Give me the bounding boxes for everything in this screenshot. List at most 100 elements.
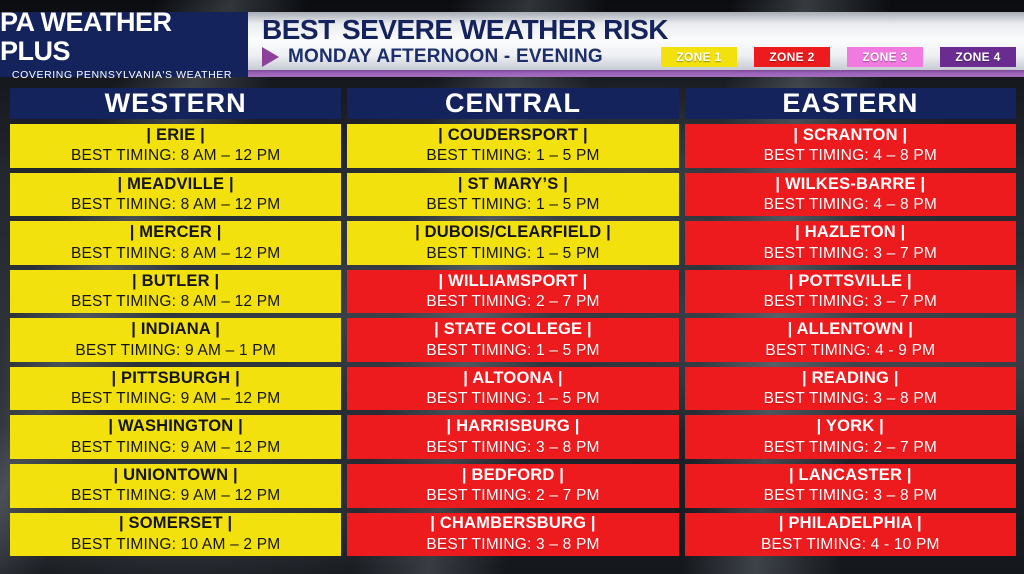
region-column: CENTRAL | COUDERSPORT | BEST TIMING: 1 –…: [347, 88, 679, 557]
timing-label: BEST TIMING: 8 AM – 12 PM: [70, 244, 281, 262]
header-subtitle: MONDAY AFTERNOON - EVENING: [288, 46, 603, 68]
city-label: | INDIANA |: [131, 320, 221, 339]
risk-row: | ST MARY’S | BEST TIMING: 1 – 5 PM: [347, 172, 679, 217]
timing-label: BEST TIMING: 1 – 5 PM: [426, 244, 600, 262]
risk-row: | CHAMBERSBURG | BEST TIMING: 3 – 8 PM: [347, 512, 679, 557]
timing-label: BEST TIMING: 4 – 8 PM: [763, 147, 937, 165]
city-label: | SCRANTON |: [793, 125, 908, 144]
city-label: | PITTSBURGH |: [111, 368, 240, 387]
timing-label: BEST TIMING: 9 AM – 12 PM: [70, 438, 281, 456]
city-label: | STATE COLLEGE |: [434, 320, 592, 339]
risk-row: | UNIONTOWN | BEST TIMING: 9 AM – 12 PM: [10, 463, 342, 508]
city-label: | UNIONTOWN |: [113, 465, 238, 484]
column-header: WESTERN: [10, 88, 342, 119]
city-label: | WILKES-BARRE |: [775, 174, 926, 193]
column-header: EASTERN: [684, 88, 1016, 119]
timing-label: BEST TIMING: 3 – 8 PM: [426, 438, 600, 456]
timing-label: BEST TIMING: 9 AM – 12 PM: [70, 390, 281, 408]
risk-row: | WILKES-BARRE | BEST TIMING: 4 – 8 PM: [684, 172, 1016, 217]
timing-label: BEST TIMING: 4 - 9 PM: [765, 341, 936, 359]
risk-row: | BUTLER | BEST TIMING: 8 AM – 12 PM: [10, 269, 342, 314]
risk-row: | MERCER | BEST TIMING: 8 AM – 12 PM: [10, 221, 342, 265]
risk-row: | WILLIAMSPORT | BEST TIMING: 2 – 7 PM: [347, 269, 679, 314]
region-column: WESTERN | ERIE | BEST TIMING: 8 AM – 12 …: [10, 88, 342, 557]
city-label: | PHILADELPHIA |: [778, 514, 922, 533]
risk-row: | PITTSBURGH | BEST TIMING: 9 AM – 12 PM: [10, 366, 342, 411]
city-label: | BEDFORD |: [461, 465, 565, 484]
zone-chip: ZONE 4: [940, 47, 1016, 68]
timing-label: BEST TIMING: 3 – 7 PM: [763, 244, 937, 262]
timing-label: BEST TIMING: 2 – 7 PM: [426, 487, 600, 505]
city-label: | HARRISBURG |: [446, 417, 580, 436]
risk-row: | HARRISBURG | BEST TIMING: 3 – 8 PM: [347, 415, 679, 459]
risk-row: | LANCASTER | BEST TIMING: 3 – 8 PM: [684, 463, 1016, 508]
risk-row: | SCRANTON | BEST TIMING: 4 – 8 PM: [684, 124, 1016, 168]
timing-label: BEST TIMING: 10 AM – 2 PM: [70, 535, 281, 553]
page-title: BEST SEVERE WEATHER RISK: [262, 14, 668, 45]
city-label: | MEADVILLE |: [117, 174, 234, 193]
timing-label: BEST TIMING: 4 – 8 PM: [763, 195, 937, 213]
brand-panel: PA WEATHER PLUS COVERING PENNSYLVANIA'S …: [0, 8, 248, 81]
city-label: | WILLIAMSPORT |: [438, 271, 588, 290]
city-label: | ERIE |: [146, 125, 205, 144]
timing-label: BEST TIMING: 3 – 7 PM: [763, 293, 937, 311]
city-label: | HAZLETON |: [795, 223, 906, 242]
timing-label: BEST TIMING: 2 – 7 PM: [763, 438, 937, 456]
city-label: | MERCER |: [129, 223, 222, 242]
risk-row: | ALTOONA | BEST TIMING: 1 – 5 PM: [347, 366, 679, 411]
risk-row: | WASHINGTON | BEST TIMING: 9 AM – 12 PM: [10, 415, 342, 459]
risk-row: | INDIANA | BEST TIMING: 9 AM – 1 PM: [10, 318, 342, 362]
city-label: | READING |: [801, 368, 899, 387]
risk-row: | DUBOIS/CLEARFIELD | BEST TIMING: 1 – 5…: [347, 221, 679, 265]
header-bar: PA WEATHER PLUS COVERING PENNSYLVANIA'S …: [0, 8, 1024, 81]
timing-label: BEST TIMING: 9 AM – 1 PM: [75, 341, 276, 359]
timing-label: BEST TIMING: 8 AM – 12 PM: [70, 293, 281, 311]
timing-label: BEST TIMING: 1 – 5 PM: [426, 341, 600, 359]
column-header: CENTRAL: [347, 88, 679, 119]
timing-label: BEST TIMING: 3 – 8 PM: [763, 390, 937, 408]
timing-label: BEST TIMING: 2 – 7 PM: [426, 293, 600, 311]
city-label: | COUDERSPORT |: [438, 125, 588, 144]
timing-label: BEST TIMING: 3 – 8 PM: [426, 535, 600, 553]
timing-label: BEST TIMING: 1 – 5 PM: [426, 390, 600, 408]
timing-label: BEST TIMING: 9 AM – 12 PM: [70, 487, 281, 505]
city-label: | DUBOIS/CLEARFIELD |: [415, 223, 611, 242]
region-column: EASTERN | SCRANTON | BEST TIMING: 4 – 8 …: [684, 88, 1016, 557]
zone-chip: ZONE 1: [661, 47, 737, 68]
risk-row: | SOMERSET | BEST TIMING: 10 AM – 2 PM: [10, 512, 342, 557]
city-label: | ST MARY’S |: [457, 174, 569, 193]
timing-label: BEST TIMING: 1 – 5 PM: [426, 195, 600, 213]
city-label: | ALTOONA |: [463, 368, 563, 387]
city-label: | LANCASTER |: [788, 465, 912, 484]
timing-label: BEST TIMING: 8 AM – 12 PM: [70, 195, 281, 213]
zone-legend: ZONE 1 ZONE 2 ZONE 3 ZONE 4: [661, 47, 1016, 68]
risk-row: | YORK | BEST TIMING: 2 – 7 PM: [684, 415, 1016, 459]
brand-tagline: COVERING PENNSYLVANIA'S WEATHER: [11, 68, 233, 81]
risk-row: | HAZLETON | BEST TIMING: 3 – 7 PM: [684, 221, 1016, 265]
risk-row: | PHILADELPHIA | BEST TIMING: 4 - 10 PM: [684, 512, 1016, 557]
timing-label: BEST TIMING: 8 AM – 12 PM: [70, 147, 281, 165]
city-label: | YORK |: [816, 417, 884, 436]
zone-chip: ZONE 3: [847, 47, 923, 68]
header-title-panel: BEST SEVERE WEATHER RISK MONDAY AFTERNOO…: [248, 12, 1024, 77]
zone-chip: ZONE 2: [754, 47, 830, 68]
risk-board: WESTERN | ERIE | BEST TIMING: 8 AM – 12 …: [10, 88, 1016, 557]
risk-row: | READING | BEST TIMING: 3 – 8 PM: [684, 366, 1016, 411]
risk-row: | COUDERSPORT | BEST TIMING: 1 – 5 PM: [347, 124, 679, 168]
city-label: | WASHINGTON |: [108, 417, 243, 436]
risk-row: | ERIE | BEST TIMING: 8 AM – 12 PM: [10, 124, 342, 168]
timing-label: BEST TIMING: 3 – 8 PM: [763, 487, 937, 505]
risk-row: | MEADVILLE | BEST TIMING: 8 AM – 12 PM: [10, 172, 342, 217]
risk-row: | BEDFORD | BEST TIMING: 2 – 7 PM: [347, 463, 679, 508]
timing-label: BEST TIMING: 4 - 10 PM: [760, 535, 940, 553]
city-label: | ALLENTOWN |: [787, 320, 914, 339]
header-accent-strip: [248, 70, 1024, 77]
risk-row: | ALLENTOWN | BEST TIMING: 4 - 9 PM: [684, 318, 1016, 362]
risk-row: | STATE COLLEGE | BEST TIMING: 1 – 5 PM: [347, 318, 679, 362]
play-arrow-icon: [262, 47, 279, 68]
city-label: | CHAMBERSBURG |: [430, 514, 596, 533]
risk-row: | POTTSVILLE | BEST TIMING: 3 – 7 PM: [684, 269, 1016, 314]
city-label: | POTTSVILLE |: [788, 271, 912, 290]
city-label: | SOMERSET |: [118, 514, 233, 533]
